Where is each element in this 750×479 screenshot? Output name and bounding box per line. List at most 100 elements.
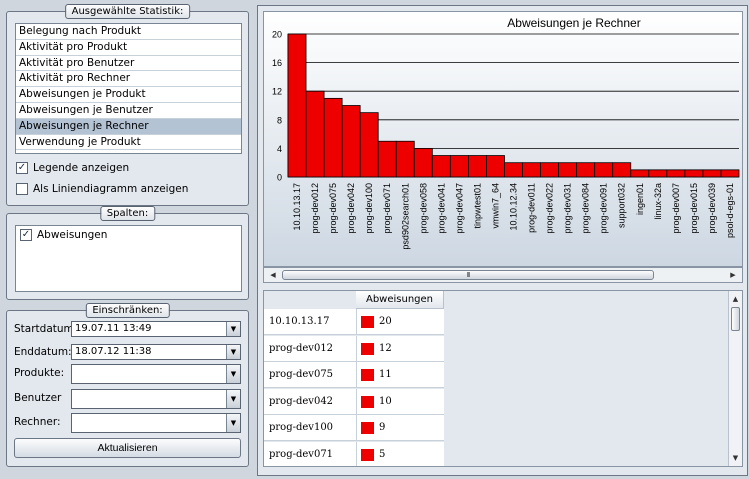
x-tick-label: prog-dev071	[382, 183, 392, 234]
table-row[interactable]: prog-dev071 5	[264, 441, 444, 466]
chevron-down-icon[interactable]: ▼	[226, 322, 240, 336]
statistics-list[interactable]: Belegung nach Produkt Aktivität pro Produ…	[15, 23, 242, 154]
color-swatch	[361, 316, 374, 328]
chart-horizontal-scrollbar[interactable]: ◀ III ▶	[263, 267, 743, 283]
color-swatch	[361, 422, 374, 434]
statistics-item[interactable]: Abweisungen je Produkt	[16, 87, 241, 103]
chevron-down-icon[interactable]: ▼	[226, 390, 240, 408]
column-abweisungen-row[interactable]: ✓ Abweisungen	[20, 229, 107, 241]
row-value: 10	[379, 395, 392, 407]
y-tick-label: 12	[272, 87, 282, 97]
x-tick-label: prog-dev100	[364, 183, 374, 234]
row-cell: 11	[356, 362, 444, 388]
x-tick-label: prog-dev041	[436, 183, 446, 234]
statistics-item[interactable]: Aktivität pro Produkt	[16, 40, 241, 56]
row-cell: 5	[356, 441, 444, 466]
x-tick-label: prog-dev039	[707, 183, 717, 234]
row-label: prog-dev075	[264, 362, 356, 388]
x-tick-label: prog-dev015	[689, 183, 699, 234]
table-row[interactable]: prog-dev100 9	[264, 415, 444, 441]
refresh-button[interactable]: Aktualisieren	[14, 438, 241, 458]
x-tick-label: prog-dev084	[581, 183, 591, 234]
x-tick-label: 10.10.12.34	[509, 183, 519, 231]
show-legend-checkbox-row[interactable]: ✓ Legende anzeigen	[16, 162, 129, 174]
table-row[interactable]: 10.10.13.17 20	[264, 309, 444, 335]
scroll-thumb[interactable]: III	[282, 270, 654, 280]
bar	[540, 162, 559, 178]
products-combo[interactable]: ▼	[71, 364, 241, 384]
bar	[305, 90, 325, 178]
scroll-thumb[interactable]	[731, 307, 740, 331]
bar	[684, 169, 704, 178]
bar	[666, 169, 686, 178]
row-value: 5	[379, 448, 386, 460]
end-date-combo[interactable]: 18.07.12 11:38 ▼	[71, 344, 241, 360]
statistics-item[interactable]: Verwendung je Produkt	[16, 135, 241, 151]
line-chart-label: Als Liniendiagramm anzeigen	[33, 183, 189, 195]
column-abweisungen-checkbox[interactable]: ✓	[20, 229, 32, 241]
bar	[413, 147, 433, 178]
x-tick-label: psol-d-egs-01	[725, 183, 735, 238]
table-row[interactable]: prog-dev012 12	[264, 335, 444, 362]
statistics-group: Ausgewählte Statistik: Belegung nach Pro…	[6, 4, 249, 206]
start-date-combo[interactable]: 19.07.11 13:49 ▼	[71, 321, 241, 337]
x-tick-label: prog-dev047	[454, 183, 464, 234]
x-tick-label: prog-dev058	[418, 183, 428, 234]
table-vertical-scrollbar[interactable]: ▲ ▼	[728, 291, 742, 466]
x-tick-label: prog-dev011	[527, 183, 537, 233]
table-row[interactable]: prog-dev042 10	[264, 388, 444, 415]
bar	[594, 162, 614, 178]
statistics-item[interactable]: Aktivität pro Benutzer	[16, 56, 241, 72]
x-tick-label: prog-dev022	[545, 183, 555, 234]
statistics-item[interactable]: Abweisungen je Benutzer	[16, 103, 241, 119]
host-combo[interactable]: ▼	[71, 413, 241, 433]
show-legend-checkbox[interactable]: ✓	[16, 162, 28, 174]
line-chart-checkbox-row[interactable]: Als Liniendiagramm anzeigen	[16, 183, 188, 195]
table-header-abweisungen[interactable]: Abweisungen	[356, 291, 444, 309]
chevron-down-icon[interactable]: ▼	[226, 365, 240, 383]
user-combo[interactable]: ▼	[71, 389, 241, 409]
scroll-up-icon[interactable]: ▲	[732, 295, 739, 303]
x-tick-label: 10.10.13.17	[292, 183, 302, 231]
x-tick-label: ingen01	[635, 183, 645, 215]
column-abweisungen-label: Abweisungen	[37, 229, 108, 241]
color-swatch	[361, 369, 374, 381]
chevron-down-icon[interactable]: ▼	[226, 414, 240, 432]
color-swatch	[361, 342, 374, 355]
table-row[interactable]: prog-dev075 11	[264, 362, 444, 388]
x-tick-label: prog-dev075	[328, 183, 338, 234]
bar	[612, 162, 632, 178]
chevron-down-icon[interactable]: ▼	[226, 345, 240, 359]
row-cell: 9	[356, 415, 444, 441]
columns-group: Spalten: ✓ Abweisungen	[6, 206, 249, 300]
row-label: prog-dev100	[264, 415, 356, 441]
x-tick-label: tinpwtest01	[472, 183, 482, 229]
columns-list[interactable]: ✓ Abweisungen	[15, 225, 242, 292]
end-date-label: Enddatum:	[14, 346, 72, 358]
host-label: Rechner:	[14, 416, 61, 428]
statistics-item[interactable]: Abweisungen je Rechner	[16, 118, 241, 135]
scroll-right-icon[interactable]: ▶	[730, 271, 736, 279]
row-value: 9	[379, 422, 386, 433]
bar	[522, 162, 541, 178]
data-table: Abweisungen 10.10.13.17 20 prog-dev012 12 pr…	[263, 290, 743, 467]
bar	[287, 33, 307, 178]
x-tick-label: prog-dev012	[310, 183, 320, 234]
chart-title: Abweisungen je Rechner	[507, 16, 640, 30]
statistics-item[interactable]: Belegung nach Produkt	[16, 24, 241, 40]
statistics-group-title: Ausgewählte Statistik:	[64, 4, 191, 19]
row-label: prog-dev042	[264, 388, 356, 415]
scroll-down-icon[interactable]: ▼	[732, 454, 739, 462]
row-label: prog-dev012	[264, 335, 356, 362]
line-chart-checkbox[interactable]	[16, 183, 28, 195]
row-value: 11	[379, 369, 392, 380]
row-cell: 12	[356, 335, 444, 362]
bar	[630, 169, 650, 178]
scroll-left-icon[interactable]: ◀	[270, 271, 276, 279]
row-value: 20	[379, 316, 392, 327]
show-legend-label: Legende anzeigen	[33, 162, 130, 174]
products-label: Produkte:	[14, 367, 65, 379]
statistics-item[interactable]: Aktivität pro Rechner	[16, 71, 241, 88]
start-date-label: Startdatum:	[14, 323, 78, 335]
bar	[504, 162, 523, 178]
